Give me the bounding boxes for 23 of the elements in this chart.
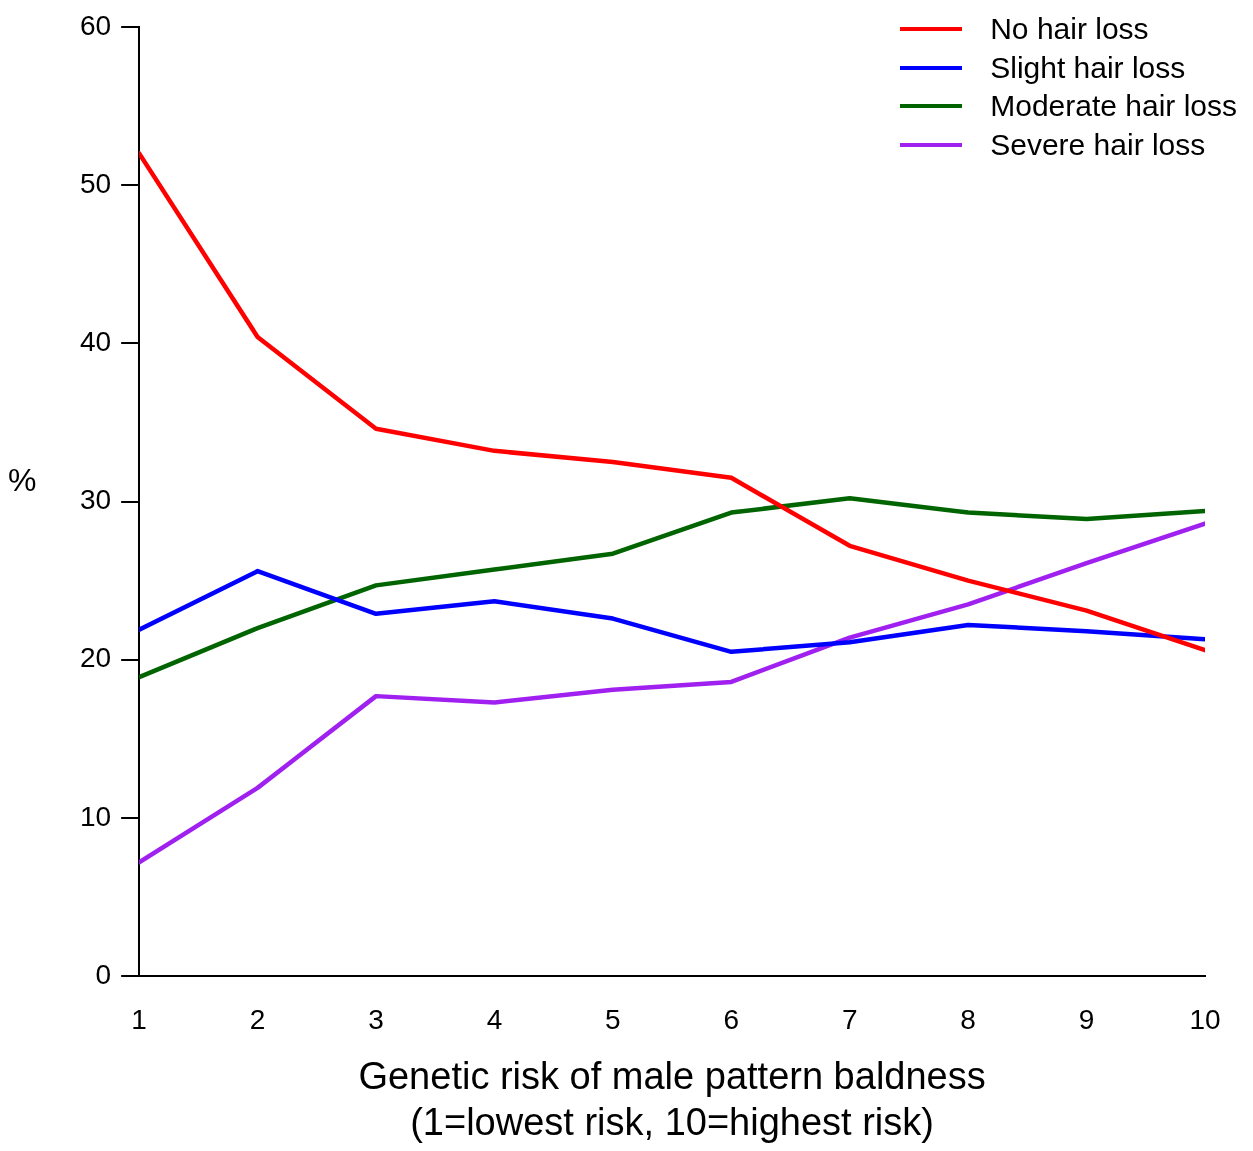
legend-label: No hair loss: [990, 11, 1149, 47]
x-tick-label: 8: [960, 1003, 976, 1035]
x-tick-label: 3: [368, 1003, 384, 1035]
x-axis-title: Genetic risk of male pattern baldness (1=lowest risk, 10=highest risk): [358, 1055, 986, 1143]
legend-label: Slight hair loss: [990, 49, 1186, 86]
y-tick-label: 10: [79, 800, 112, 832]
x-tick-label: 6: [723, 1003, 740, 1035]
legend-label: Severe hair loss: [990, 126, 1206, 163]
x-tick-label: 5: [605, 1003, 621, 1035]
y-tick-label: 0: [95, 958, 112, 990]
y-tick-label: 60: [79, 9, 112, 41]
y-tick-label: 30: [79, 484, 112, 516]
x-tick-label: 9: [1078, 1003, 1095, 1035]
x-tick-label: 2: [249, 1003, 266, 1035]
y-tick-label: 50: [79, 167, 112, 199]
y-axis-title: %: [8, 462, 37, 499]
x-tick-label: 7: [841, 1003, 858, 1035]
legend-label: Moderate hair loss: [990, 88, 1237, 124]
y-tick-label: 40: [79, 325, 112, 357]
y-tick-label: 20: [79, 642, 112, 674]
x-tick-label: 10: [1189, 1003, 1221, 1035]
x-tick-label: 4: [486, 1003, 503, 1035]
x-tick-label: 1: [131, 1003, 147, 1035]
